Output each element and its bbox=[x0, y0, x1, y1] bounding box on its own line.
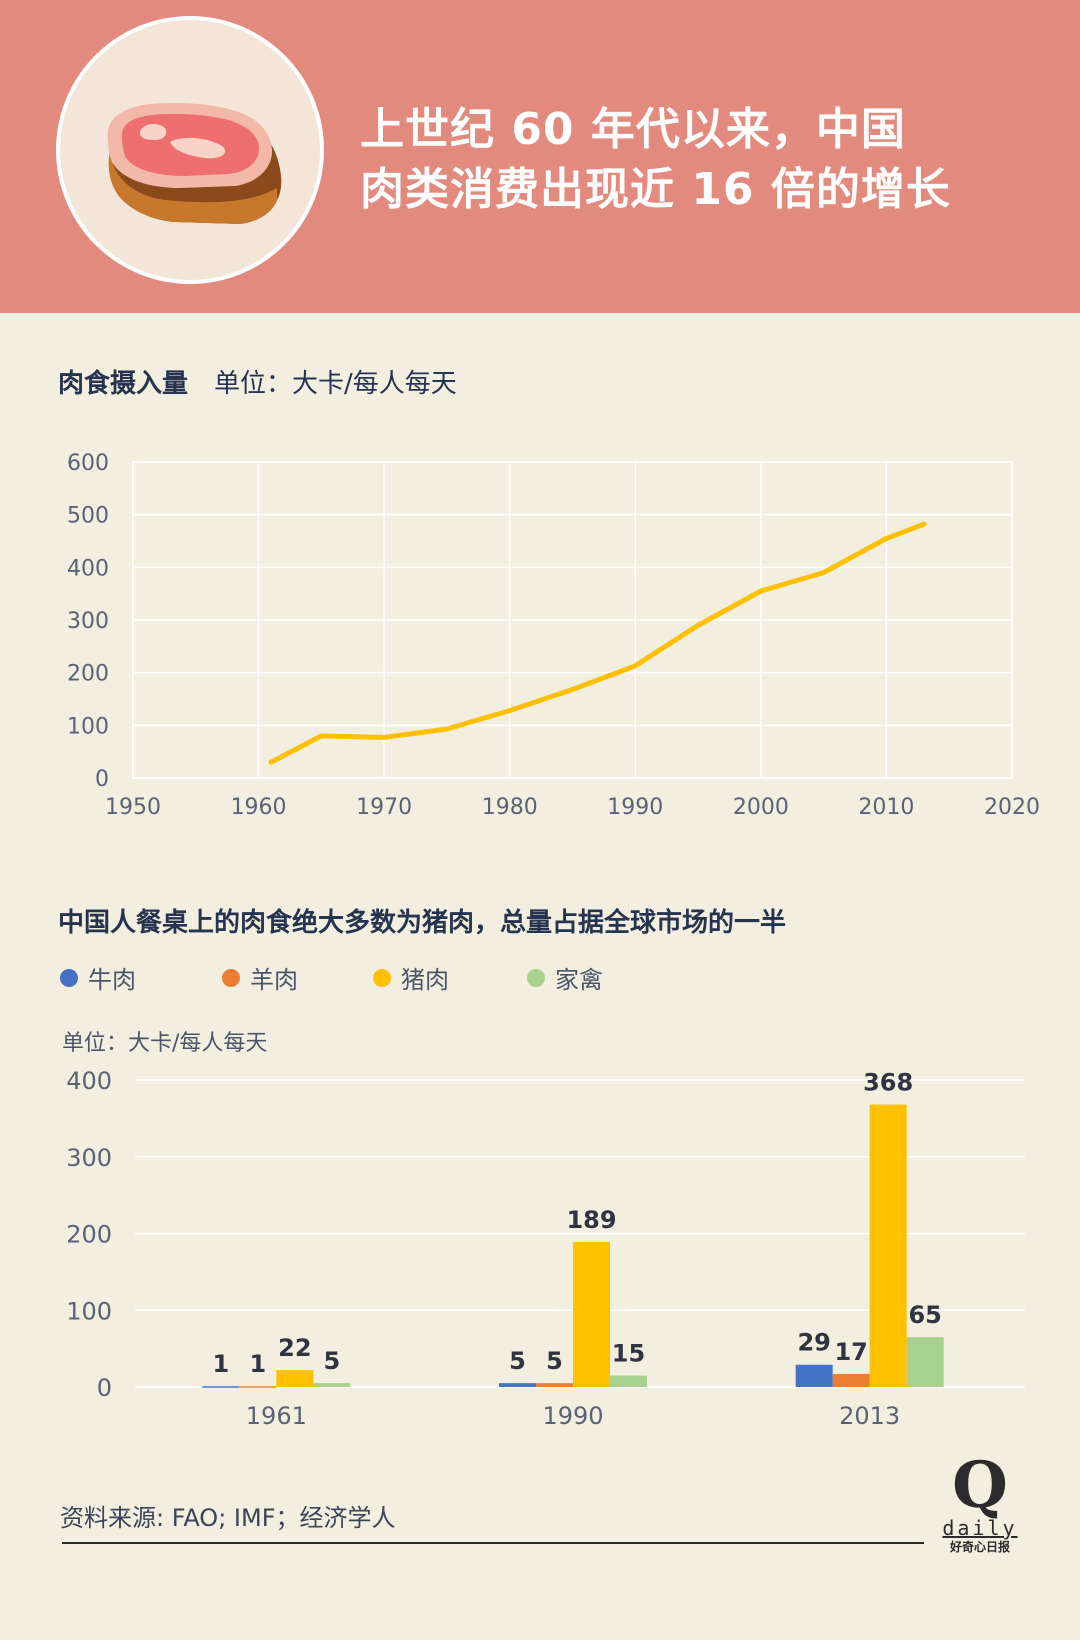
headline-line-1: 上世纪 60 年代以来，中国 bbox=[360, 104, 906, 155]
meat-intake-line bbox=[268, 521, 927, 765]
legend-label-beef: 牛肉 bbox=[88, 966, 136, 994]
line-y-tick-label-500: 500 bbox=[67, 504, 109, 529]
bar-y-tick-label-300: 300 bbox=[66, 1144, 112, 1172]
bar-value-label-1990-0: 5 bbox=[509, 1347, 526, 1375]
line-point-1985 bbox=[572, 689, 573, 691]
bar-y-tick-label-400: 400 bbox=[66, 1067, 112, 1095]
line-x-tick-label-2000: 2000 bbox=[733, 795, 789, 820]
bar-1961-2 bbox=[276, 1370, 314, 1387]
legend-item-poultry: 家禽 bbox=[527, 960, 603, 995]
line-chart-title-text: 肉食摄入量 bbox=[58, 369, 189, 399]
line-x-tick-label-1960: 1960 bbox=[231, 795, 287, 820]
line-point-2000 bbox=[760, 590, 762, 592]
line-point-1990 bbox=[634, 665, 636, 667]
steak-icon bbox=[107, 103, 282, 224]
line-chart: 0 100 200 300 400 500 600 1950 1960 1970 1980 1990 2… bbox=[67, 451, 1040, 820]
line-point-1965 bbox=[320, 735, 322, 737]
bar-1990-3 bbox=[610, 1375, 647, 1387]
bar-category-label-2013: 2013 bbox=[839, 1402, 900, 1430]
bar-chart-title: 中国人餐桌上的肉食绝大多数为猪肉，总量占据全球市场的一半 bbox=[58, 908, 787, 938]
bar-category-label-1990: 1990 bbox=[542, 1402, 603, 1430]
bar-1961-0 bbox=[202, 1386, 240, 1388]
line-y-tick-label-600: 600 bbox=[67, 451, 109, 476]
line-point-2013 bbox=[923, 523, 925, 525]
bar-value-label-2013-3: 65 bbox=[908, 1301, 941, 1329]
line-point-2005 bbox=[823, 572, 825, 574]
bar-value-label-2013-2: 368 bbox=[863, 1069, 913, 1097]
source-divider bbox=[62, 1542, 924, 1544]
line-point-2010 bbox=[885, 537, 887, 539]
legend-label-pork: 猪肉 bbox=[401, 966, 449, 994]
bar-y-tick-label-0: 0 bbox=[97, 1374, 112, 1402]
bar-value-label-1990-3: 15 bbox=[612, 1339, 645, 1367]
legend-dot-poultry bbox=[527, 968, 545, 987]
bar-2013-2 bbox=[869, 1104, 907, 1387]
legend-label-mutton: 羊肉 bbox=[250, 966, 298, 994]
logo-cn: 好奇心日报 bbox=[949, 1540, 1010, 1554]
line-point-1975 bbox=[446, 728, 448, 730]
line-point-1980 bbox=[509, 710, 511, 712]
headline: 上世纪 60 年代以来，中国 肉类消费出现近 16 倍的增长 bbox=[360, 100, 951, 220]
line-point-1961 bbox=[270, 761, 272, 763]
bar-1990-1 bbox=[536, 1383, 573, 1387]
legend-item-pork: 猪肉 bbox=[373, 960, 449, 995]
bar-chart-unit: 单位：大卡/每人每天 bbox=[62, 1031, 268, 1056]
line-y-tick-label-300: 300 bbox=[67, 609, 109, 634]
bar-1990-2 bbox=[573, 1241, 610, 1387]
bar-2013-1 bbox=[832, 1373, 870, 1387]
line-y-tick-label-100: 100 bbox=[67, 714, 109, 739]
steak-emblem bbox=[56, 16, 324, 284]
bar-value-label-1961-1: 1 bbox=[249, 1350, 266, 1378]
legend-dot-beef bbox=[60, 968, 78, 987]
bar-value-label-1961-2: 22 bbox=[278, 1334, 311, 1362]
bar-value-label-1961-3: 5 bbox=[323, 1347, 340, 1375]
bar-value-label-2013-0: 29 bbox=[797, 1329, 830, 1357]
bar-y-tick-label-200: 200 bbox=[66, 1221, 112, 1249]
line-point-1970 bbox=[383, 736, 385, 738]
line-x-tick-label-2010: 2010 bbox=[858, 795, 914, 820]
legend-dot-pork bbox=[373, 968, 391, 987]
line-x-tick-label-1980: 1980 bbox=[482, 795, 538, 820]
bar-value-label-2013-1: 17 bbox=[834, 1338, 867, 1366]
bar-1961-3 bbox=[313, 1383, 351, 1387]
legend-label-poultry: 家禽 bbox=[555, 966, 603, 994]
bar-value-label-1990-1: 5 bbox=[546, 1347, 563, 1375]
bar-value-label-1990-2: 189 bbox=[566, 1206, 616, 1234]
source-note: 资料来源: FAO; IMF；经济学人 bbox=[60, 1504, 396, 1532]
line-chart-title: 肉食摄入量 单位：大卡/每人每天 bbox=[58, 363, 457, 400]
bar-2013-0 bbox=[795, 1364, 833, 1387]
line-chart-unit: 单位：大卡/每人每天 bbox=[214, 369, 457, 399]
headline-line-2: 肉类消费出现近 16 倍的增长 bbox=[360, 164, 951, 215]
line-x-tick-label-1950: 1950 bbox=[105, 795, 161, 820]
legend-item-mutton: 羊肉 bbox=[222, 960, 298, 995]
line-x-tick-label-2020: 2020 bbox=[984, 795, 1040, 820]
bar-1961-1 bbox=[239, 1386, 277, 1388]
bar-1990-0 bbox=[499, 1383, 536, 1387]
bar-category-label-1961: 1961 bbox=[246, 1402, 307, 1430]
header-band: 上世纪 60 年代以来，中国 肉类消费出现近 16 倍的增长 bbox=[0, 0, 1080, 313]
line-y-tick-label-0: 0 bbox=[95, 767, 109, 792]
line-point-1995 bbox=[697, 624, 699, 626]
bar-2013-3 bbox=[906, 1337, 944, 1387]
bar-value-label-1961-0: 1 bbox=[212, 1350, 229, 1378]
bar-y-tick-label-100: 100 bbox=[66, 1297, 112, 1325]
logo-letter: Q bbox=[952, 1448, 1008, 1523]
logo-word: daily bbox=[942, 1516, 1018, 1540]
line-x-tick-label-1970: 1970 bbox=[356, 795, 412, 820]
legend-item-beef: 牛肉 bbox=[60, 960, 136, 995]
line-x-tick-label-1990: 1990 bbox=[607, 795, 663, 820]
line-y-tick-label-400: 400 bbox=[67, 556, 109, 581]
legend-dot-mutton bbox=[222, 968, 240, 987]
qdaily-logo: Q daily 好奇心日报 bbox=[935, 1448, 1025, 1555]
line-y-tick-label-200: 200 bbox=[67, 662, 109, 687]
